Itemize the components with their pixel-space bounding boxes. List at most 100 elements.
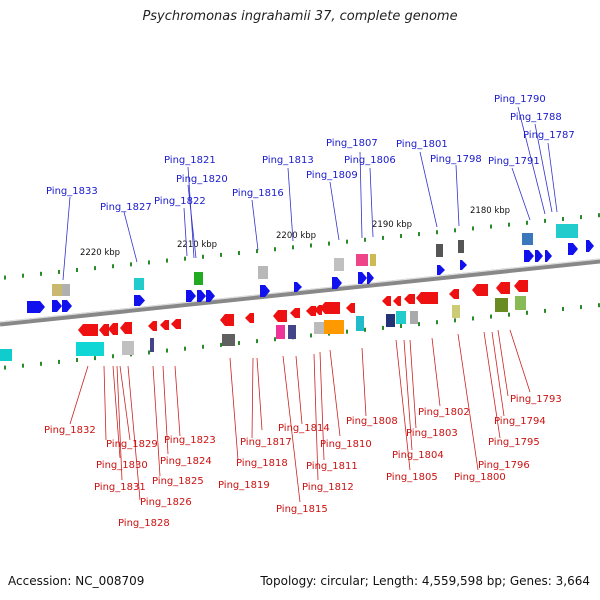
tick-mark [220,252,222,257]
feature-box [386,314,395,327]
scale-tick-label: 2220 kbp [80,248,120,258]
tick-mark [364,237,366,242]
forward-gene-arrow [460,260,467,270]
tick-mark [418,322,420,327]
bottom-leader-line [229,357,239,461]
top-leader-line [419,151,438,228]
reverse-gene-arrow [382,296,391,306]
tick-mark [256,339,258,344]
feature-box [556,224,578,238]
bottom-leader-line [295,355,303,425]
bottom-leader-line [251,357,254,439]
bottom-leader-line [256,357,263,431]
top-leader-line [517,106,546,215]
feature-box [324,320,344,334]
tick-mark [274,337,276,342]
tick-mark [580,215,582,220]
topology-text: Topology: circular; Length: 4,559,598 bp… [260,574,590,588]
reverse-gene-arrow [290,308,300,318]
gene-label-bottom: Ping_1828 [118,518,170,529]
forward-gene-arrow [27,301,45,313]
reverse-gene-arrow [404,294,415,304]
forward-gene-arrow [260,285,270,297]
feature-box [222,334,235,346]
feature-box [522,233,533,245]
reverse-gene-arrow [99,324,109,336]
tick-mark [328,241,330,246]
reverse-gene-arrow [120,322,132,334]
bottom-leader-line [395,339,411,471]
reverse-gene-arrow [314,305,322,315]
feature-box [356,316,364,331]
forward-gene-arrow [535,250,543,262]
top-leader-line [123,211,138,263]
reverse-gene-arrow [245,313,254,323]
gene-label-top: Ping_1827 [100,202,152,213]
gene-label-bottom: Ping_1819 [218,480,270,491]
tick-mark [76,358,78,363]
scale-ticks: 2220 kbp 2210 kbp 2200 kbp 2190 kbp 2180 kbp [4,206,600,370]
gene-label-top: Ping_1801 [396,139,448,150]
feature-box [150,338,154,352]
tick-mark [544,218,546,223]
reverse-gene-arrow [78,324,98,336]
top-leader-line [511,167,531,221]
feature-box [62,284,70,296]
tick-mark [508,222,510,227]
feature-box [314,322,324,334]
bottom-leader-line [116,365,123,481]
tick-mark [292,245,294,250]
tick-mark [598,213,600,218]
gene-label-bottom: Ping_1825 [152,476,204,487]
feature-box [0,349,12,361]
bottom-leader-line [409,339,417,429]
gene-label-bottom: Ping_1812 [302,482,354,493]
genome-backbone [0,258,600,327]
feature-box [276,325,285,339]
feature-box [436,244,443,257]
bottom-leader-line [483,331,501,439]
tick-mark [238,341,240,346]
gene-label-top: Ping_1821 [164,155,216,166]
forward-gene-arrow [545,250,552,262]
tick-mark [94,266,96,271]
gene-label-bottom: Ping_1802 [418,407,470,418]
bottom-leader-line [491,331,505,417]
tick-mark [58,269,60,274]
bottom-leader-line [103,365,107,441]
top-leader-line [183,207,188,257]
bottom-leader-line [403,339,413,451]
tick-mark [94,356,96,361]
reverse-gene-arrow [472,284,488,296]
reverse-gene-arrow [108,323,118,335]
gene-label-bottom: Ping_1810 [320,439,372,450]
gene-label-top: Ping_1822 [154,196,206,207]
feature-box [258,266,268,279]
gene-label-top: Ping_1806 [344,155,396,166]
bottom-leader-line [361,347,367,417]
reverse-gene-arrow [273,310,287,322]
tick-mark [166,348,168,353]
gene-label-bottom: Ping_1830 [96,460,148,471]
tick-mark [202,254,204,259]
forward-gene-arrow [294,282,302,292]
bottom-leader-line [162,365,169,455]
top-leader-line [455,164,460,227]
tick-mark [184,256,186,261]
feature-box [356,254,368,266]
bottom-leader-line [152,365,161,477]
bottom-leader-line [319,351,325,461]
gene-label-bottom: Ping_1814 [278,423,330,434]
forward-gene-arrow [134,295,145,306]
gene-label-top: Ping_1790 [494,94,546,105]
forward-gene-arrow [197,290,206,302]
tick-mark [598,303,600,308]
tick-mark [310,333,312,338]
bottom-leader-line [313,353,319,481]
reverse-gene-arrow [160,320,169,330]
gene-label-top: Ping_1787 [523,130,575,141]
tick-mark [526,220,528,225]
tick-mark [562,306,564,311]
top-leader-line [329,181,340,241]
